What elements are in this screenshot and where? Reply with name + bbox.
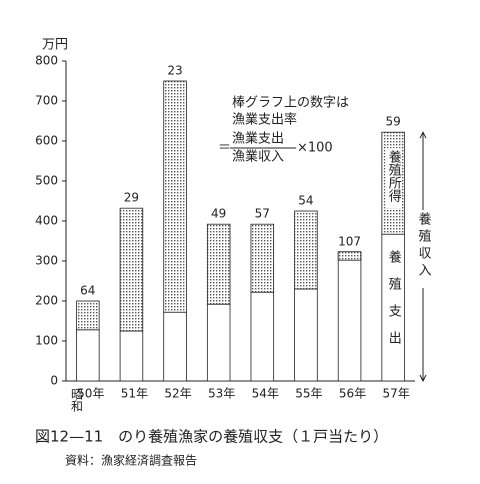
- x-tick-label: 57年: [383, 387, 410, 401]
- x-prefix: 昭和: [70, 388, 84, 412]
- x-tick-label: 50年: [77, 387, 104, 401]
- y-tick-label: 0: [50, 374, 58, 388]
- arrow: [419, 131, 427, 139]
- total-label: 養殖収入: [416, 211, 432, 280]
- legend-income: 養殖所得: [386, 150, 402, 203]
- label-bg: [385, 148, 402, 209]
- rate-label: 107: [338, 234, 361, 248]
- annotation: 漁業収入: [232, 149, 284, 165]
- legend-expense: 養殖支出: [386, 250, 402, 359]
- rate-label: 54: [298, 194, 313, 208]
- bar-income: [337, 251, 362, 261]
- rate-label: 49: [211, 207, 226, 221]
- rate-label: 59: [386, 115, 401, 129]
- label-bg: [415, 210, 431, 288]
- bar-expense: [76, 329, 100, 382]
- y-tick-label: 500: [35, 174, 58, 188]
- bar-expense: [337, 251, 362, 382]
- bar-income: [206, 223, 231, 305]
- rate-label: 64: [80, 284, 95, 298]
- annotation: ×100: [297, 141, 333, 156]
- bar-expense: [206, 303, 231, 382]
- bar-expense: [250, 291, 275, 382]
- y-tick-label: 700: [35, 94, 58, 108]
- y-tick-label: 200: [35, 294, 58, 308]
- x-tick-label: 53年: [208, 387, 235, 401]
- bar-expense: [119, 330, 144, 382]
- annotation: ＝: [218, 141, 231, 156]
- annotation: 棒グラフ上の数字は: [232, 96, 349, 111]
- rate-label: 57: [255, 207, 270, 221]
- arrow: [419, 374, 427, 383]
- annotation: 漁業支出: [232, 131, 284, 147]
- x-tick-label: 51年: [121, 387, 148, 401]
- y-tick-label: 400: [35, 214, 58, 228]
- x-tick-label: 55年: [295, 387, 322, 401]
- y-tick-label: 300: [35, 254, 58, 268]
- bar-income: [76, 300, 100, 331]
- x-tick-label: 56年: [339, 387, 366, 401]
- y-tick-label: 600: [35, 134, 58, 148]
- bar-income: [294, 210, 318, 290]
- bar-expense: [163, 311, 187, 382]
- x-tick-label: 52年: [164, 387, 191, 401]
- caption: 図12—11 のり養殖漁家の養殖収支（１戸当たり）: [35, 428, 388, 446]
- bar-expense: [294, 288, 318, 382]
- bar-income: [250, 223, 275, 293]
- y-tick-label: 100: [35, 334, 58, 348]
- annotation: 漁業支出率: [232, 112, 297, 128]
- bar-income: [163, 80, 187, 313]
- bar-income: [119, 207, 144, 332]
- source: 資料：漁家経済調査報告: [65, 453, 197, 468]
- rate-label: 23: [167, 64, 182, 78]
- x-tick-label: 54年: [252, 387, 279, 401]
- y-unit: 万円: [42, 38, 68, 53]
- y-tick-label: 800: [35, 54, 58, 68]
- rate-label: 29: [124, 191, 139, 205]
